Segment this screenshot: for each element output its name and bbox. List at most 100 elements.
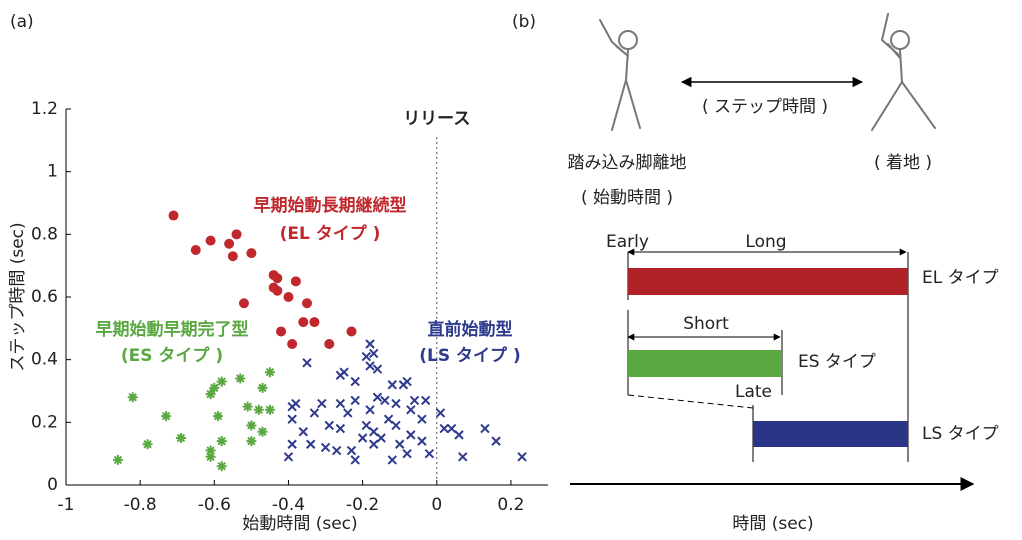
x-tick-label: 0: [431, 495, 442, 515]
point: [324, 339, 334, 349]
ls-type-label: LS タイプ: [922, 424, 999, 444]
point: [246, 436, 256, 446]
point: [366, 340, 374, 348]
point: [272, 273, 282, 283]
point: [418, 437, 426, 445]
point: [418, 415, 426, 423]
point: [411, 396, 419, 404]
x-tick-label: -0.8: [124, 495, 157, 515]
point: [303, 359, 311, 367]
y-tick-label: 0.8: [31, 224, 58, 244]
point: [362, 353, 370, 361]
point: [283, 292, 293, 302]
point: [288, 440, 296, 448]
point: [425, 450, 433, 458]
point: [291, 276, 301, 286]
point: [302, 298, 312, 308]
point: [113, 455, 123, 465]
point: [246, 420, 256, 430]
point: [318, 400, 326, 408]
point: [217, 436, 227, 446]
point: [298, 317, 308, 327]
point: [265, 405, 275, 415]
point: [373, 365, 381, 373]
panel-label: (b): [512, 12, 536, 32]
point: [422, 396, 430, 404]
group-label: (ES タイプ ): [121, 345, 223, 366]
point: [213, 411, 223, 421]
early-label: Early: [606, 232, 649, 252]
y-tick-label: 1.2: [31, 99, 58, 119]
point: [403, 378, 411, 386]
point: [299, 428, 307, 436]
point: [258, 383, 268, 393]
x-tick-label: 0.2: [497, 495, 524, 515]
point: [344, 409, 352, 417]
point: [351, 456, 359, 464]
point: [161, 411, 171, 421]
point: [392, 400, 400, 408]
point: [310, 409, 318, 417]
y-tick-label: 1: [47, 162, 58, 182]
start-time-label: ( 始動時間 ): [581, 188, 673, 208]
point: [346, 326, 356, 336]
point: [169, 211, 179, 221]
point: [191, 245, 201, 255]
point: [239, 298, 249, 308]
point: [292, 400, 300, 408]
point: [381, 396, 389, 404]
point: [370, 428, 378, 436]
point: [235, 373, 245, 383]
el-type-label: EL タイプ: [922, 268, 999, 288]
point: [370, 440, 378, 448]
point: [340, 368, 348, 376]
point: [455, 431, 463, 439]
late-label: Late: [735, 382, 772, 402]
point: [246, 248, 256, 258]
point: [385, 415, 393, 423]
series: [113, 367, 275, 471]
point: [370, 349, 378, 357]
point: [287, 339, 297, 349]
point: [206, 236, 216, 246]
point: [333, 447, 341, 455]
y-tick-label: 0: [47, 475, 58, 495]
point: [276, 326, 286, 336]
point: [347, 447, 355, 455]
point: [388, 456, 396, 464]
x-tick-label: -0.4: [272, 495, 305, 515]
point: [176, 433, 186, 443]
point: [373, 393, 381, 401]
diagram: (b) ( ステップ時間 ) 踏み込み脚離地 ( 始動時間 ) ( 着地 ) E…: [512, 12, 999, 534]
y-tick-label: 0.2: [31, 412, 58, 432]
point: [307, 440, 315, 448]
point: [322, 443, 330, 451]
point: [254, 405, 264, 415]
point: [448, 425, 456, 433]
point: [436, 409, 444, 417]
point: [396, 440, 404, 448]
point: [336, 425, 344, 433]
y-axis-label: ステップ時間 (sec): [8, 222, 28, 371]
time-axis-label: 時間 (sec): [732, 514, 813, 534]
point: [217, 461, 227, 471]
point: [388, 381, 396, 389]
point: [224, 239, 234, 249]
long-label: Long: [745, 232, 786, 252]
point: [407, 406, 415, 414]
landing-label: ( 着地 ): [874, 153, 932, 173]
point: [492, 437, 500, 445]
point: [325, 421, 333, 429]
y-tick-label: 0.6: [31, 287, 58, 307]
ls-bar: [753, 421, 908, 447]
point: [359, 434, 367, 442]
point: [351, 396, 359, 404]
step-time-label: ( ステップ時間 ): [702, 97, 828, 117]
el-bar: [628, 268, 908, 295]
point: [128, 392, 138, 402]
point: [366, 362, 374, 370]
point: [206, 452, 216, 462]
panel-label: (a): [10, 12, 34, 32]
point: [232, 229, 242, 239]
point: [217, 377, 227, 387]
